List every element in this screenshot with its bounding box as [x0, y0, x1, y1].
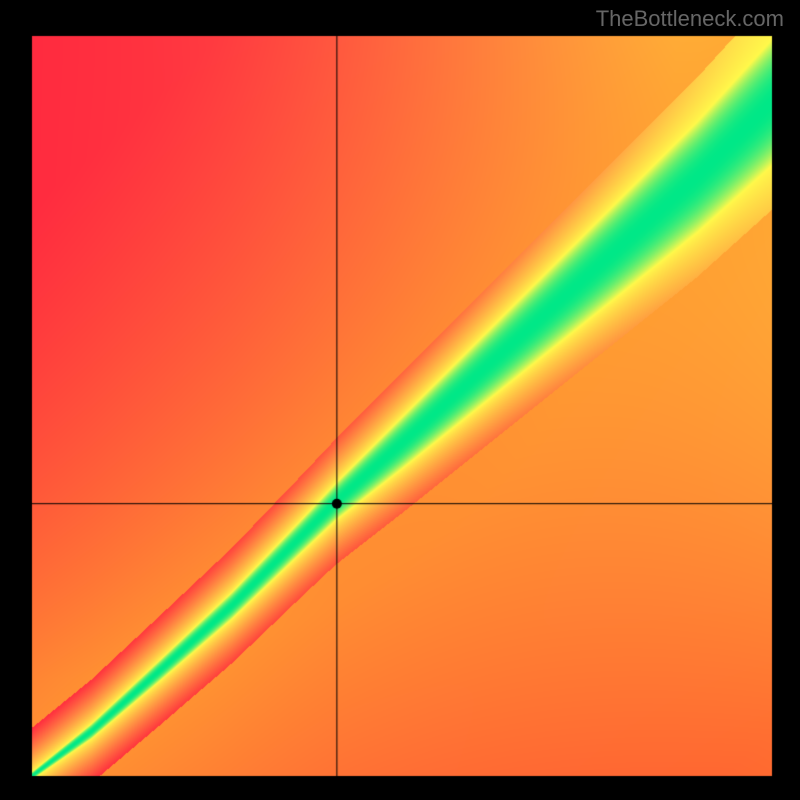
heatmap-canvas — [0, 0, 800, 800]
chart-container: TheBottleneck.com — [0, 0, 800, 800]
watermark-text: TheBottleneck.com — [596, 6, 784, 32]
